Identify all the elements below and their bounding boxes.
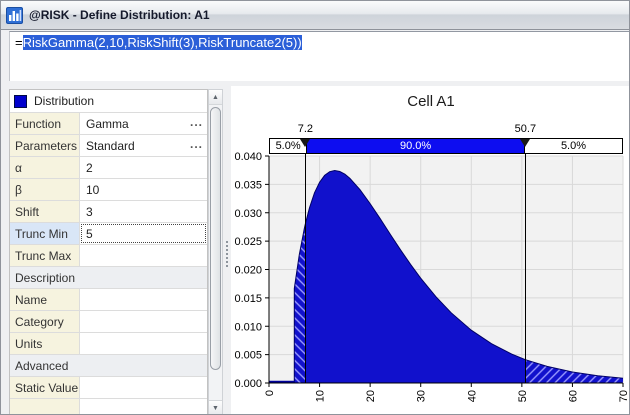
- function-value-cell[interactable]: Gamma ...: [80, 113, 207, 134]
- chevron-down-icon[interactable]: ▼: [209, 400, 222, 414]
- property-row-units: Units: [10, 333, 207, 355]
- x-tick-label: 30: [416, 390, 428, 402]
- right-delimiter-line[interactable]: [525, 154, 527, 383]
- section-header-advanced: Advanced: [10, 355, 207, 377]
- left-delimiter-line[interactable]: [305, 154, 307, 383]
- panel-splitter[interactable]: [224, 89, 231, 414]
- property-label: Name: [10, 289, 80, 310]
- property-row-trunc-max: Trunc Max: [10, 245, 207, 267]
- property-label: β: [10, 179, 80, 200]
- distribution-header-label: Distribution: [34, 94, 95, 108]
- y-tick-label: 0.015: [234, 293, 262, 305]
- static-value-cell[interactable]: [80, 377, 207, 398]
- property-label: Parameters: [10, 135, 80, 156]
- x-tick-label: 40: [466, 390, 478, 402]
- section-header-description: Description: [10, 267, 207, 289]
- risk-bar-chart-icon: [6, 6, 23, 24]
- property-label: [10, 399, 80, 414]
- category-value-cell[interactable]: [80, 311, 207, 332]
- property-value-cell: [80, 399, 207, 414]
- y-tick-label: 0.040: [234, 151, 262, 163]
- scrollbar-thumb[interactable]: [210, 107, 221, 370]
- left-tail-probability-band[interactable]: 5.0%: [270, 139, 307, 153]
- splitter-grip-icon: [226, 241, 228, 269]
- property-row-trunc-min: Trunc Min 5: [10, 223, 207, 245]
- x-tick-label: 20: [365, 390, 377, 402]
- property-row-name: Name: [10, 289, 207, 311]
- name-value-cell[interactable]: [80, 289, 207, 310]
- property-row-parameters: Parameters Standard ...: [10, 135, 207, 157]
- property-label: Category: [10, 311, 80, 332]
- y-tick-label: 0.000: [234, 378, 262, 390]
- alpha-value-cell[interactable]: 2: [80, 157, 207, 178]
- y-tick-label: 0.035: [234, 179, 262, 191]
- property-row-category: Category: [10, 311, 207, 333]
- right-delimiter-value: 50.7: [514, 123, 537, 135]
- distribution-plot: 0.000 0.005 0.010 0.015 0.020 0.025 0.030 0.035…: [231, 86, 630, 414]
- property-label: Shift: [10, 201, 80, 222]
- property-value: 2: [86, 161, 93, 175]
- y-tick-label: 0.005: [234, 350, 262, 362]
- property-label: Trunc Max: [10, 245, 80, 266]
- x-tick-label: 0: [264, 390, 276, 396]
- probability-band-bar: 5.0% 90.0% 5.0%: [269, 138, 623, 154]
- trunc-max-value-cell[interactable]: [80, 245, 207, 266]
- chevron-up-icon[interactable]: ▲: [209, 90, 222, 105]
- units-value-cell[interactable]: [80, 333, 207, 354]
- distribution-chart-panel: 0.000 0.005 0.010 0.015 0.020 0.025 0.030 0.035…: [231, 86, 630, 414]
- left-delimiter-marker-icon[interactable]: [300, 139, 311, 147]
- property-label: α: [10, 157, 80, 178]
- property-value: 3: [86, 205, 93, 219]
- y-tick-label: 0.010: [234, 321, 262, 333]
- properties-scrollbar[interactable]: ▲ ▼: [208, 89, 223, 414]
- table-row: [10, 399, 207, 414]
- x-tick-label: 10: [315, 390, 327, 402]
- y-tick-label: 0.025: [234, 236, 262, 248]
- right-tail-probability-band[interactable]: 5.0%: [524, 139, 622, 153]
- distribution-plot-svg: 0.000 0.005 0.010 0.015 0.020 0.025 0.030 0.035…: [234, 151, 630, 402]
- x-tick-label: 60: [567, 390, 579, 402]
- property-value: 10: [86, 183, 100, 197]
- distribution-header-row: Distribution: [10, 90, 207, 113]
- formula-selected-text: RiskGamma(2,10,RiskShift(3),RiskTruncate…: [22, 35, 302, 50]
- trunc-min-value-cell[interactable]: 5: [80, 223, 207, 244]
- section-label: Description: [15, 271, 76, 285]
- property-label: Units: [10, 333, 80, 354]
- property-label: Static Value: [10, 377, 80, 398]
- parameters-value-cell[interactable]: Standard ...: [80, 135, 207, 156]
- title-bar[interactable]: @RISK - Define Distribution: A1: [1, 1, 629, 30]
- property-value: Standard: [86, 139, 135, 153]
- left-delimiter-value: 7.2: [297, 123, 314, 135]
- formula-prefix: =: [15, 35, 23, 50]
- ellipsis-icon[interactable]: ...: [189, 137, 203, 151]
- x-tick-label: 50: [517, 390, 529, 402]
- property-row-beta: β 10: [10, 179, 207, 201]
- property-row-alpha: α 2: [10, 157, 207, 179]
- distribution-properties-panel: Distribution Function Gamma ... Paramete…: [9, 89, 208, 414]
- property-label: Function: [10, 113, 80, 134]
- right-delimiter-marker-icon[interactable]: [520, 139, 531, 147]
- y-tick-label: 0.030: [234, 208, 262, 220]
- chart-title: Cell A1: [407, 93, 455, 110]
- property-value: 5: [86, 227, 93, 241]
- section-label: Advanced: [15, 359, 69, 373]
- property-value: Gamma: [86, 117, 129, 131]
- y-tick-label: 0.020: [234, 265, 262, 277]
- property-row-static-value: Static Value: [10, 377, 207, 399]
- property-row-function: Function Gamma ...: [10, 113, 207, 135]
- shift-value-cell[interactable]: 3: [80, 201, 207, 222]
- ellipsis-icon[interactable]: ...: [189, 115, 203, 129]
- formula-input[interactable]: =RiskGamma(2,10,RiskShift(3),RiskTruncat…: [9, 31, 629, 81]
- property-label: Trunc Min: [10, 223, 80, 244]
- x-tick-label: 70: [618, 390, 630, 402]
- center-probability-band[interactable]: 90.0%: [306, 139, 525, 153]
- beta-value-cell[interactable]: 10: [80, 179, 207, 200]
- window-title: @RISK - Define Distribution: A1: [29, 8, 210, 22]
- distribution-color-swatch[interactable]: [14, 94, 27, 108]
- property-row-shift: Shift 3: [10, 201, 207, 223]
